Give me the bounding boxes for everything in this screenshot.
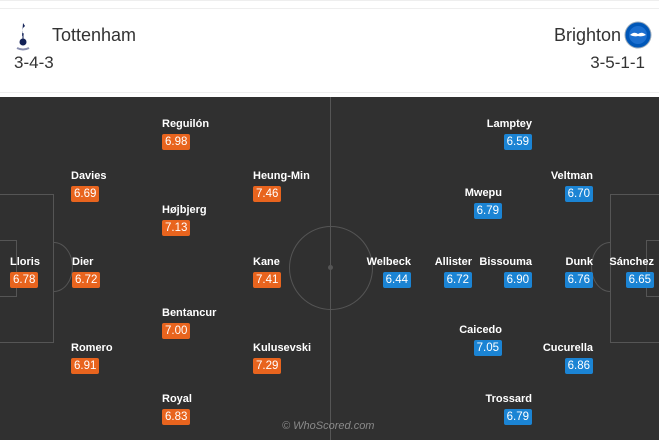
- away-player[interactable]: Veltman 6.70: [551, 169, 593, 202]
- player-rating-badge: 6.83: [162, 409, 191, 425]
- player-rating-badge: 6.44: [382, 272, 411, 288]
- away-player[interactable]: Allister 6.72: [435, 255, 472, 288]
- player-rating-badge: 6.72: [443, 272, 472, 288]
- away-formation: 3-5-1-1: [590, 53, 645, 72]
- away-player[interactable]: Dunk 6.76: [564, 255, 594, 288]
- away-player[interactable]: Bissouma 6.90: [479, 255, 532, 288]
- home-player[interactable]: Royal 6.83: [162, 392, 192, 425]
- watermark: © WhoScored.com: [282, 420, 375, 432]
- pitch: © WhoScored.com: [0, 97, 659, 440]
- player-name: Sánchez: [609, 256, 654, 268]
- match-header: Tottenham 3-4-3 Brighton 3-5-1-1: [0, 0, 659, 97]
- player-rating-badge: 7.41: [253, 272, 282, 288]
- player-rating-badge: 6.78: [10, 272, 39, 288]
- centre-circle: [289, 226, 373, 310]
- player-name: Reguilón: [162, 118, 210, 130]
- player-rating-badge: 6.98: [162, 134, 191, 150]
- player-name: Kane: [253, 256, 280, 268]
- home-player[interactable]: Dier 6.72: [72, 255, 101, 288]
- away-player[interactable]: Lamptey 6.59: [487, 117, 532, 150]
- player-name: Højbjerg: [162, 204, 207, 216]
- away-player[interactable]: Trossard 6.79: [486, 392, 532, 425]
- player-name: Romero: [71, 342, 113, 354]
- player-name: Kulusevski: [253, 342, 312, 354]
- brighton-crest-icon: [624, 21, 652, 49]
- away-player[interactable]: Sánchez 6.65: [609, 255, 654, 288]
- player-name: Lloris: [10, 256, 40, 268]
- player-rating-badge: 6.91: [71, 358, 100, 374]
- home-formation: 3-4-3: [14, 53, 54, 72]
- right-goal-box: [646, 240, 659, 297]
- away-player[interactable]: Mwepu 6.79: [465, 186, 502, 219]
- player-rating-badge: 7.46: [253, 186, 282, 202]
- player-rating-badge: 7.13: [162, 220, 191, 236]
- centre-spot: [328, 265, 333, 270]
- home-player[interactable]: Romero 6.91: [71, 341, 113, 374]
- player-name: Trossard: [485, 393, 532, 405]
- player-name: Allister: [434, 256, 472, 268]
- player-name: Bissouma: [479, 256, 532, 268]
- player-rating-badge: 6.72: [72, 272, 101, 288]
- away-player[interactable]: Cucurella 6.86: [543, 341, 593, 374]
- player-rating-badge: 6.79: [473, 203, 502, 219]
- player-rating-badge: 7.29: [253, 358, 282, 374]
- home-player[interactable]: Reguilón 6.98: [162, 117, 209, 150]
- player-name: Mwepu: [464, 187, 502, 199]
- tottenham-crest-icon: [16, 23, 30, 51]
- divider: [0, 92, 659, 93]
- away-player[interactable]: Caicedo 7.05: [459, 323, 502, 356]
- player-rating-badge: 7.00: [162, 323, 191, 339]
- home-player[interactable]: Højbjerg 7.13: [162, 203, 207, 236]
- home-player[interactable]: Bentancur 7.00: [162, 306, 216, 339]
- home-player[interactable]: Kane 7.41: [253, 255, 282, 288]
- player-name: Dunk: [565, 256, 594, 268]
- player-name: Bentancur: [162, 307, 217, 319]
- player-rating-badge: 7.05: [473, 340, 502, 356]
- player-rating-badge: 6.79: [503, 409, 532, 425]
- player-name: Caicedo: [459, 324, 502, 336]
- player-name: Veltman: [550, 170, 593, 182]
- left-goal-box: [0, 240, 17, 297]
- player-rating-badge: 6.65: [625, 272, 654, 288]
- home-player[interactable]: Kulusevski 7.29: [253, 341, 311, 374]
- left-penalty-box: [0, 194, 54, 343]
- player-rating-badge: 6.76: [564, 272, 593, 288]
- player-rating-badge: 6.86: [564, 358, 593, 374]
- player-name: Dier: [72, 256, 94, 268]
- away-team-name[interactable]: Brighton: [553, 25, 621, 45]
- away-player[interactable]: Welbeck 6.44: [367, 255, 411, 288]
- player-name: Cucurella: [542, 342, 593, 354]
- player-name: Royal: [162, 393, 192, 405]
- player-rating-badge: 6.59: [503, 134, 532, 150]
- player-name: Welbeck: [366, 256, 411, 268]
- home-player[interactable]: Lloris 6.78: [10, 255, 40, 288]
- player-rating-badge: 6.90: [503, 272, 532, 288]
- home-player[interactable]: Heung-Min 7.46: [253, 169, 310, 202]
- home-team-name[interactable]: Tottenham: [52, 25, 137, 45]
- player-rating-badge: 6.69: [71, 186, 100, 202]
- player-name: Heung-Min: [253, 170, 310, 182]
- home-player[interactable]: Davies 6.69: [71, 169, 106, 202]
- player-name: Davies: [71, 170, 107, 182]
- divider: [0, 8, 659, 9]
- right-penalty-box: [610, 194, 659, 343]
- player-name: Lamptey: [486, 118, 532, 130]
- player-rating-badge: 6.70: [564, 186, 593, 202]
